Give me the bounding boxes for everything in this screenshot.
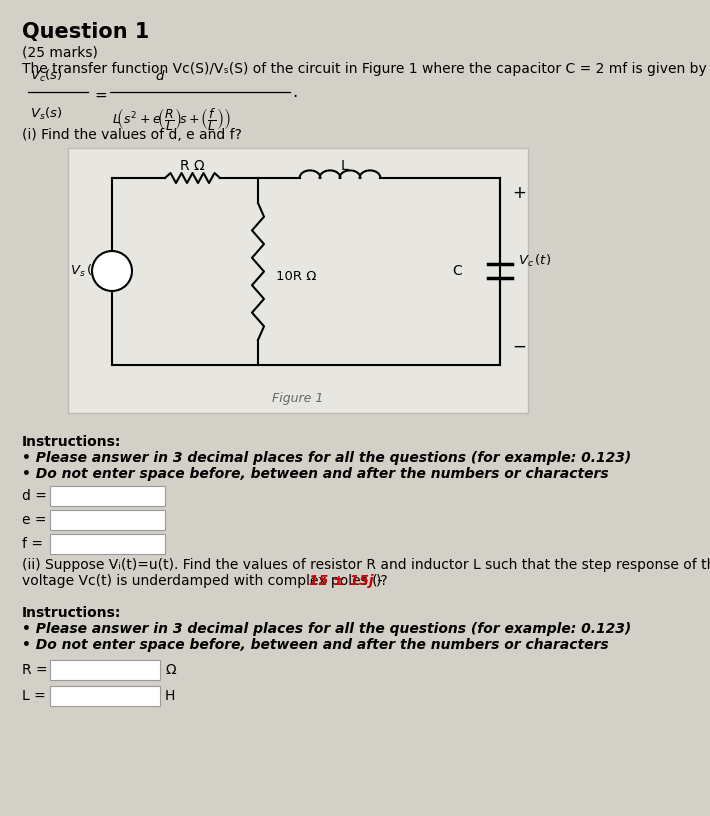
- Bar: [50, 660, 160, 680]
- Text: Instructions:: Instructions:: [22, 435, 121, 449]
- Text: $V_c(s)$: $V_c(s)$: [30, 68, 62, 84]
- Text: $L\!\left(s^2+e\!\left(\dfrac{R}{L}\right)\!s+\left(\dfrac{f}{L}\right)\right)$: $L\!\left(s^2+e\!\left(\dfrac{R}{L}\righ…: [112, 106, 231, 133]
- Text: (ii) Suppose Vᵢ(t)=u(t). Find the values of resistor R and inductor L such that : (ii) Suppose Vᵢ(t)=u(t). Find the values…: [22, 558, 710, 572]
- Text: $d$: $d$: [155, 69, 165, 83]
- Text: • Do not enter space before, between and after the numbers or characters: • Do not enter space before, between and…: [22, 638, 608, 652]
- Text: (25 marks): (25 marks): [22, 46, 98, 60]
- Text: The transfer function Vᴄ(S)/Vₛ(S) of the circuit in Figure 1 where the capacitor: The transfer function Vᴄ(S)/Vₛ(S) of the…: [22, 62, 706, 76]
- Text: +: +: [512, 184, 526, 202]
- Text: Instructions:: Instructions:: [22, 606, 121, 620]
- Text: Figure 1: Figure 1: [273, 392, 324, 405]
- Text: Ω: Ω: [165, 663, 175, 677]
- Bar: [50, 686, 160, 706]
- Bar: [50, 510, 165, 530]
- Text: • Please answer in 3 decimal places for all the questions (for example: 0.123): • Please answer in 3 decimal places for …: [22, 451, 631, 465]
- Text: • Do not enter space before, between and after the numbers or characters: • Do not enter space before, between and…: [22, 467, 608, 481]
- Text: C: C: [452, 264, 462, 278]
- Text: =: =: [94, 87, 106, 103]
- Text: −: −: [512, 338, 526, 356]
- Bar: [50, 534, 165, 554]
- Text: $V_s\,(t)$: $V_s\,(t)$: [70, 263, 103, 279]
- Text: 10R Ω: 10R Ω: [276, 269, 317, 282]
- Text: L: L: [341, 159, 349, 173]
- Text: .: .: [292, 83, 297, 101]
- Text: • Please answer in 3 decimal places for all the questions (for example: 0.123): • Please answer in 3 decimal places for …: [22, 622, 631, 636]
- Text: Question 1: Question 1: [22, 22, 149, 42]
- Text: voltage Vᴄ(t) is underdamped with complex poles (-: voltage Vᴄ(t) is underdamped with comple…: [22, 574, 383, 588]
- Text: e =: e =: [22, 513, 46, 527]
- Text: (i) Find the values of d, e and f?: (i) Find the values of d, e and f?: [22, 128, 242, 142]
- Circle shape: [92, 251, 132, 291]
- Text: $V_c\,(t)$: $V_c\,(t)$: [518, 253, 551, 269]
- Text: d =: d =: [22, 489, 47, 503]
- Text: 15 ± 15j: 15 ± 15j: [309, 574, 373, 588]
- Text: R =: R =: [22, 663, 48, 677]
- Text: f =: f =: [22, 537, 43, 551]
- Text: L =: L =: [22, 689, 45, 703]
- Bar: [68, 148, 528, 413]
- Text: $V_s(s)$: $V_s(s)$: [30, 106, 62, 122]
- Text: R Ω: R Ω: [180, 159, 204, 173]
- Bar: [50, 486, 165, 506]
- Text: )?: )?: [376, 574, 388, 588]
- Text: H: H: [165, 689, 175, 703]
